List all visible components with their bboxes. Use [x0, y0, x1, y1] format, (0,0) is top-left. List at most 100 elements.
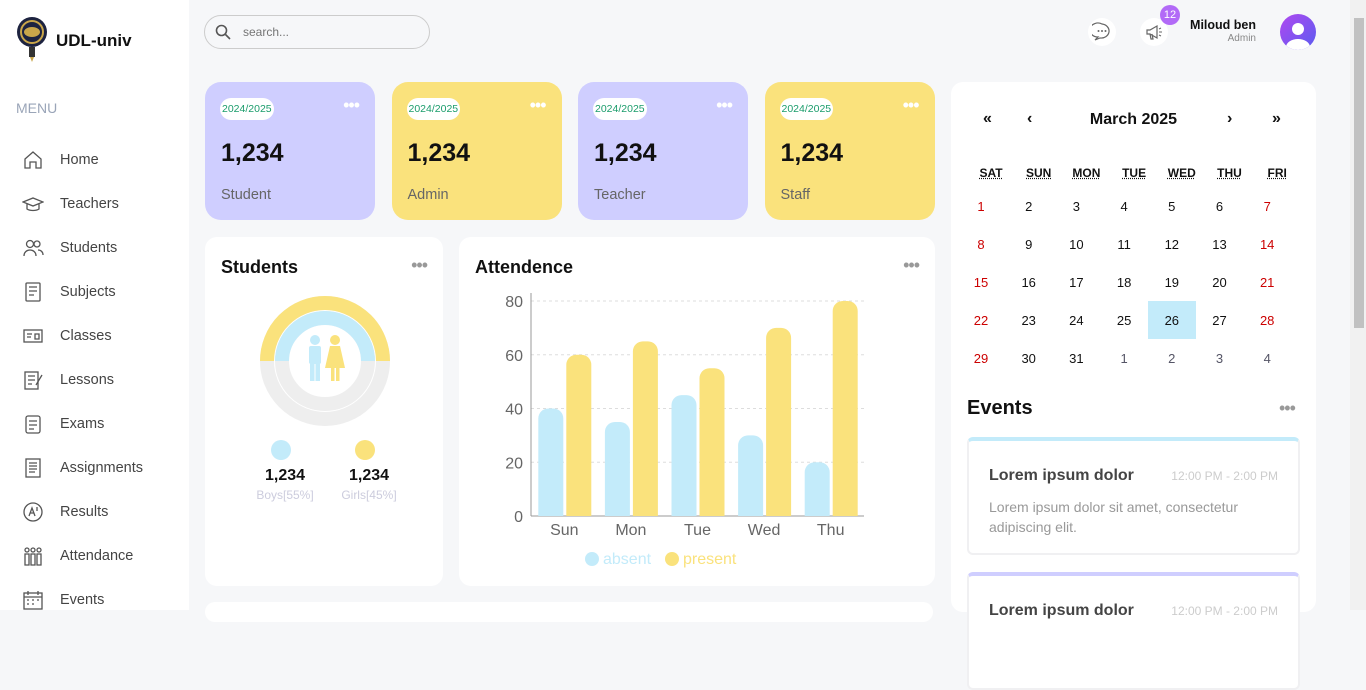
calendar-day[interactable]: 20: [1196, 263, 1244, 301]
home-icon: [22, 149, 44, 171]
calendar-day[interactable]: 17: [1052, 263, 1100, 301]
menu-label: MENU: [16, 100, 57, 116]
calendar-day[interactable]: 19: [1148, 263, 1196, 301]
calendar-nav-prev-year[interactable]: «: [983, 110, 992, 128]
calendar-day[interactable]: 23: [1005, 301, 1053, 339]
avatar[interactable]: [1280, 14, 1316, 50]
sidebar-item-label: Results: [60, 504, 108, 520]
more-options-icon[interactable]: •••: [716, 100, 732, 110]
sidebar-item-lessons[interactable]: Lessons: [22, 365, 182, 395]
sidebar-item-teachers[interactable]: Teachers: [22, 189, 182, 219]
search-box[interactable]: [204, 15, 430, 49]
more-options-icon[interactable]: •••: [530, 100, 546, 110]
calendar-day[interactable]: 15: [957, 263, 1005, 301]
legend-label-absent: absent: [603, 551, 652, 568]
sidebar-item-home[interactable]: Home: [22, 145, 182, 175]
girls-label: Girls[45%]: [325, 488, 413, 502]
calendar-day[interactable]: 22: [957, 301, 1005, 339]
event-description: Lorem ipsum dolor sit amet, consectetur …: [989, 497, 1279, 537]
calendar-day[interactable]: 14: [1243, 225, 1291, 263]
calendar-nav-next-month[interactable]: ›: [1227, 110, 1232, 128]
calendar-day[interactable]: 28: [1243, 301, 1291, 339]
calendar-day[interactable]: 18: [1100, 263, 1148, 301]
sidebar-item-subjects[interactable]: Subjects: [22, 277, 182, 307]
sidebar-item-attendance[interactable]: Attendance: [22, 541, 182, 571]
calendar-day[interactable]: 6: [1196, 187, 1244, 225]
scrollbar[interactable]: [1350, 0, 1366, 610]
sidebar-item-assignments[interactable]: Assignments: [22, 453, 182, 483]
events-title: Events: [967, 397, 1033, 420]
calendar-day[interactable]: 8: [957, 225, 1005, 263]
event-card[interactable]: Lorem ipsum dolor 12:00 PM - 2:00 PM: [967, 572, 1300, 690]
sidebar-item-students[interactable]: Students: [22, 233, 182, 263]
students-title: Students: [221, 257, 298, 278]
stat-label: Admin: [408, 187, 449, 203]
boys-count: 1,234: [241, 467, 329, 485]
weekday-label: SAT: [967, 166, 1015, 180]
users-icon: [22, 237, 44, 259]
sidebar-item-label: Home: [60, 152, 99, 168]
messages-button[interactable]: [1088, 18, 1116, 46]
calendar-day[interactable]: 13: [1196, 225, 1244, 263]
user-name: Miloud ben: [1180, 18, 1256, 32]
calendar-day[interactable]: 30: [1005, 339, 1053, 377]
notebook-icon: [22, 281, 44, 303]
girl-icon: [325, 335, 345, 381]
exam-icon: [22, 413, 44, 435]
calendar-day[interactable]: 4: [1100, 187, 1148, 225]
graduation-cap-icon: [22, 193, 44, 215]
calendar-day[interactable]: 31: [1052, 339, 1100, 377]
calendar-day[interactable]: 27: [1196, 301, 1244, 339]
sidebar-item-label: Classes: [60, 328, 112, 344]
bar-present-tue: [700, 368, 725, 516]
stat-card-teacher: 2024/2025 ••• 1,234 Teacher: [578, 82, 748, 220]
y-tick-label: 0: [514, 509, 523, 526]
year-badge: 2024/2025: [407, 98, 461, 120]
calendar-day[interactable]: 10: [1052, 225, 1100, 263]
calendar-day[interactable]: 2: [1005, 187, 1053, 225]
calendar-day[interactable]: 24: [1052, 301, 1100, 339]
calendar-day[interactable]: 7: [1243, 187, 1291, 225]
calendar-day[interactable]: 11: [1100, 225, 1148, 263]
calendar-day[interactable]: 1: [957, 187, 1005, 225]
calendar-nav-next-year[interactable]: »: [1272, 110, 1281, 128]
calendar-day[interactable]: 4: [1243, 339, 1291, 377]
attendance-panel: Attendence ••• 0 20 40 60 80 Sun Mon Tue Wed Thu a…: [459, 237, 935, 586]
calendar-day[interactable]: 26: [1148, 301, 1196, 339]
y-tick-label: 40: [505, 402, 523, 419]
boys-label: Boys[55%]: [241, 488, 329, 502]
stat-value: 1,234: [594, 139, 657, 168]
calendar-day[interactable]: 3: [1052, 187, 1100, 225]
calendar-day[interactable]: 16: [1005, 263, 1053, 301]
calendar-day[interactable]: 9: [1005, 225, 1053, 263]
more-options-icon[interactable]: •••: [1279, 398, 1295, 419]
sidebar-item-exams[interactable]: Exams: [22, 409, 182, 439]
gender-radial-chart: [258, 294, 392, 428]
sidebar-item-events[interactable]: Events: [22, 585, 182, 615]
scrollbar-thumb[interactable]: [1354, 18, 1364, 328]
calendar-day[interactable]: 1: [1100, 339, 1148, 377]
more-options-icon[interactable]: •••: [903, 100, 919, 110]
calendar-day[interactable]: 5: [1148, 187, 1196, 225]
calendar-day[interactable]: 2: [1148, 339, 1196, 377]
search-input[interactable]: [243, 25, 403, 39]
user-role: Admin: [1180, 33, 1256, 44]
calendar-icon: [22, 589, 44, 611]
stat-value: 1,234: [221, 139, 284, 168]
event-card[interactable]: Lorem ipsum dolor 12:00 PM - 2:00 PM Lor…: [967, 437, 1300, 555]
legend-label-present: present: [683, 551, 737, 568]
calendar-day[interactable]: 3: [1196, 339, 1244, 377]
calendar-day[interactable]: 12: [1148, 225, 1196, 263]
more-options-icon[interactable]: •••: [343, 100, 359, 110]
x-tick-label: Mon: [615, 522, 646, 539]
calendar-nav-prev-month[interactable]: ‹: [1027, 110, 1032, 128]
weekday-label: THU: [1206, 166, 1254, 180]
sidebar-item-results[interactable]: Results: [22, 497, 182, 527]
sidebar-item-classes[interactable]: Classes: [22, 321, 182, 351]
more-options-icon[interactable]: •••: [411, 255, 427, 276]
results-icon: [22, 501, 44, 523]
calendar-day[interactable]: 21: [1243, 263, 1291, 301]
calendar-day[interactable]: 25: [1100, 301, 1148, 339]
calendar-day[interactable]: 29: [957, 339, 1005, 377]
girls-legend-dot: [355, 440, 375, 460]
